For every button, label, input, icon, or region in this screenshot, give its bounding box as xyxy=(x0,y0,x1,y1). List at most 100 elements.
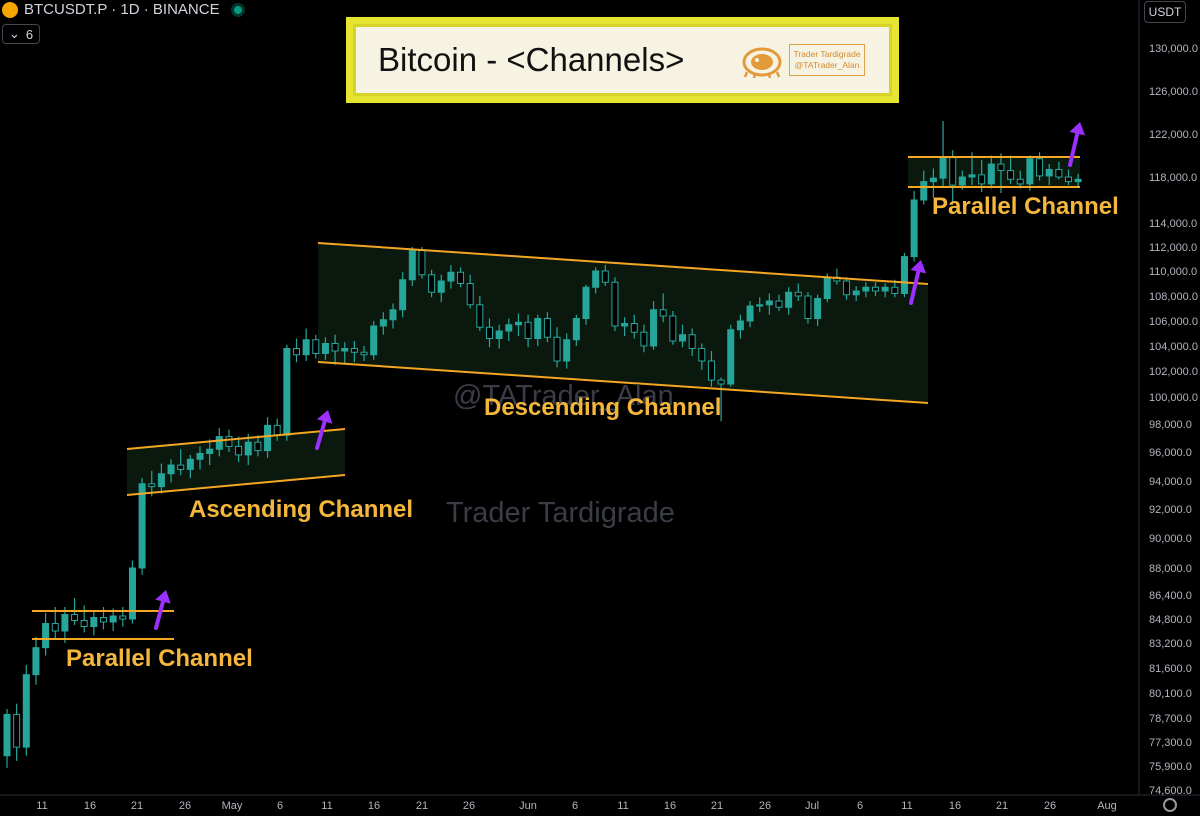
y-tick-label: 81,600.0 xyxy=(1149,663,1192,675)
x-tick-label: 26 xyxy=(179,800,191,812)
y-tick-label: 126,000.0 xyxy=(1149,86,1198,98)
candle-body xyxy=(215,436,223,450)
author-badge: Trader Tardigrade @TATrader_Alan xyxy=(789,44,865,76)
candle-body xyxy=(707,360,715,381)
candle-body xyxy=(71,614,79,621)
candle-body xyxy=(987,163,995,185)
candle-body xyxy=(756,304,764,307)
candle-body xyxy=(100,617,107,623)
descending-channel-top xyxy=(317,242,929,285)
y-tick-label: 106,000.0 xyxy=(1149,316,1198,328)
x-tick-label: Jun xyxy=(519,800,537,812)
breakout-arrow-2-shaft xyxy=(315,419,327,450)
candle-body xyxy=(32,647,40,676)
candle-body xyxy=(630,323,638,333)
candle-body xyxy=(109,615,117,623)
candle-body xyxy=(254,441,262,452)
breakout-arrow-4-head xyxy=(1069,122,1086,136)
x-tick-label: 11 xyxy=(901,800,912,812)
candle-body xyxy=(601,270,609,283)
candle-body xyxy=(814,298,822,319)
x-tick-label: 26 xyxy=(759,800,771,812)
y-tick-label: 80,100.0 xyxy=(1149,688,1192,700)
candle-body xyxy=(958,176,966,186)
candle-body xyxy=(399,279,407,311)
indicator-count: 6 xyxy=(25,26,34,42)
candle-body xyxy=(765,300,773,306)
x-tick-label: 6 xyxy=(572,800,578,812)
candle-body xyxy=(264,424,272,452)
y-tick-label: 84,800.0 xyxy=(1149,614,1192,626)
candle-body xyxy=(804,295,812,319)
candle-body xyxy=(843,280,851,296)
y-tick-label: 102,000.0 xyxy=(1149,366,1198,378)
symbol-label: BTCUSDT.P · 1D · BINANCE xyxy=(24,1,220,18)
breakout-arrow-2-head xyxy=(316,410,333,424)
candle-body xyxy=(920,181,928,201)
candle-body xyxy=(688,334,696,349)
candle-body xyxy=(379,319,387,327)
label-parallel-channel-right: Parallel Channel xyxy=(932,193,1119,220)
candle-body xyxy=(225,436,233,447)
candle-body xyxy=(862,286,870,292)
candle-body xyxy=(929,177,937,183)
candle-body xyxy=(90,617,98,627)
candle-body xyxy=(891,286,899,294)
candle-body xyxy=(823,276,831,299)
x-tick-label: 11 xyxy=(617,800,628,812)
chart-title: Bitcoin - <Channels> xyxy=(378,41,685,78)
badge-name: Trader Tardigrade xyxy=(793,49,861,59)
candle-body xyxy=(1007,170,1015,180)
ascending-channel-bottom xyxy=(126,474,346,496)
candle-body xyxy=(418,250,426,276)
market-status-icon xyxy=(233,5,242,14)
candle-body xyxy=(534,318,542,339)
candle-body xyxy=(1026,158,1034,185)
candle-body xyxy=(1045,168,1053,177)
x-tick-label: Aug xyxy=(1097,800,1117,812)
candle-body xyxy=(331,343,339,352)
candle-body xyxy=(659,309,667,317)
y-tick-label: 75,900.0 xyxy=(1149,761,1192,773)
indicators-toggle[interactable]: ⌄ 6 xyxy=(2,24,41,44)
candle-body xyxy=(186,458,194,470)
x-tick-label: 16 xyxy=(368,800,380,812)
candle-body xyxy=(669,315,677,342)
candle-body xyxy=(872,286,879,292)
y-tick-label: 78,700.0 xyxy=(1149,713,1192,725)
descending-channel-bottom xyxy=(317,361,929,404)
candle-body xyxy=(408,250,416,281)
x-tick-label: 26 xyxy=(463,800,475,812)
candle-body xyxy=(543,318,551,338)
y-tick-label: 94,000.0 xyxy=(1149,476,1192,488)
y-tick-label: 86,400.0 xyxy=(1149,590,1192,602)
candle-body xyxy=(978,174,986,185)
x-tick-label: Jul xyxy=(805,800,819,812)
candle-body xyxy=(457,271,465,284)
candle-body xyxy=(22,674,30,748)
candle-body xyxy=(910,199,918,258)
candle-body xyxy=(997,163,1005,172)
y-tick-label: 98,000.0 xyxy=(1149,419,1192,431)
x-tick-label: 6 xyxy=(857,800,863,812)
candle-body xyxy=(900,256,908,295)
candle-body xyxy=(235,445,243,456)
candle-body xyxy=(244,441,252,456)
candle-body xyxy=(592,270,600,288)
currency-selector[interactable]: USDT xyxy=(1144,1,1186,23)
x-tick-label: 21 xyxy=(711,800,723,812)
candle-body xyxy=(428,274,436,293)
watermark-name: Trader Tardigrade xyxy=(446,497,675,529)
x-tick-label: 21 xyxy=(996,800,1008,812)
candle-body xyxy=(476,304,484,328)
settings-gear-icon[interactable] xyxy=(1163,798,1177,812)
symbol-header[interactable]: BTCUSDT.P · 1D · BINANCE xyxy=(2,1,242,18)
x-tick-label: 16 xyxy=(949,800,961,812)
candle-body xyxy=(968,174,976,178)
y-tick-label: 130,000.0 xyxy=(1149,43,1198,55)
candle-body xyxy=(553,336,561,362)
y-tick-label: 92,000.0 xyxy=(1149,504,1192,516)
breakout-arrow-1-shaft xyxy=(154,599,165,630)
label-parallel-channel-left: Parallel Channel xyxy=(66,645,253,672)
